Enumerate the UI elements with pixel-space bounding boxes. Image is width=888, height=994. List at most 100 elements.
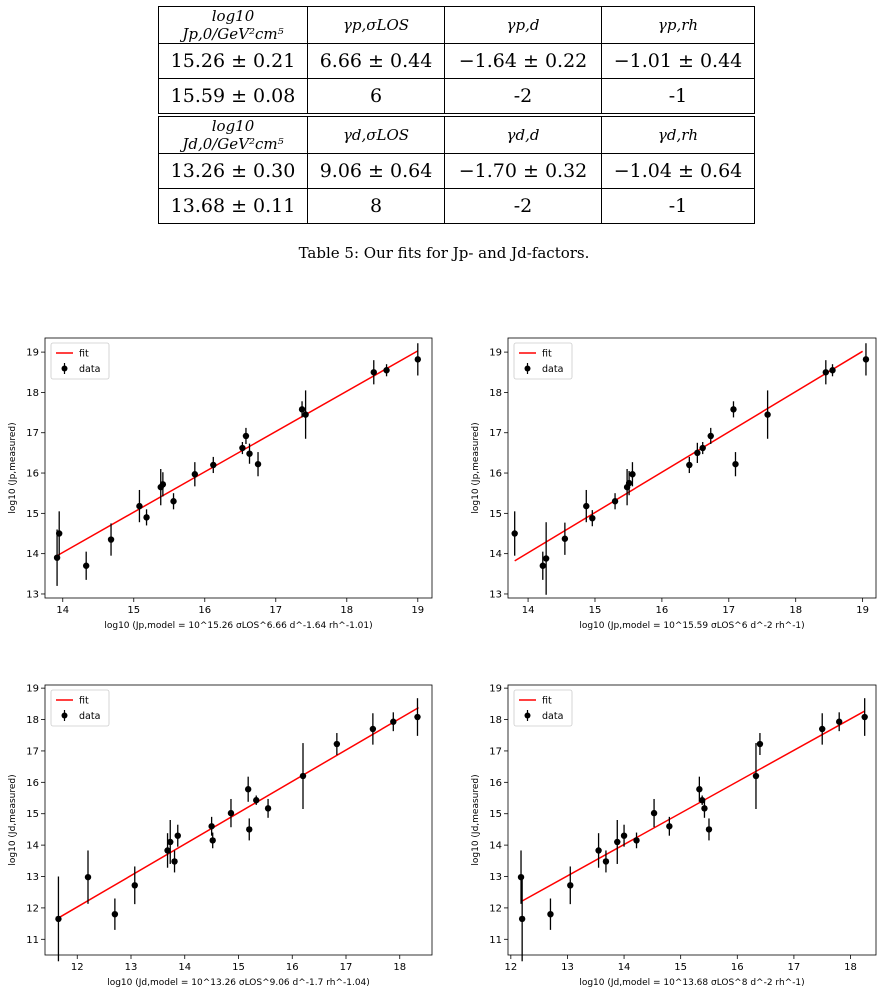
data-point <box>511 530 518 537</box>
x-tick-label: 19 <box>856 605 869 616</box>
y-axis-label: log10 (Jp,measured) <box>471 422 481 513</box>
data-point <box>299 772 307 780</box>
data-point <box>829 367 836 374</box>
table-cell: 15.59 ± 0.08 <box>158 78 308 114</box>
data-point <box>701 805 708 812</box>
y-tick-label: 18 <box>489 388 502 399</box>
y-tick-label: 16 <box>489 778 502 789</box>
data-point <box>264 805 272 812</box>
x-tick-label: 15 <box>127 605 140 616</box>
x-tick-label: 18 <box>844 962 857 973</box>
data-point <box>210 461 217 469</box>
y-tick-label: 19 <box>489 684 502 695</box>
data-point <box>518 915 526 923</box>
x-tick-label: 12 <box>504 962 517 973</box>
data-point <box>620 832 628 839</box>
data-point <box>370 369 377 376</box>
data-point <box>84 873 92 881</box>
y-tick-label: 19 <box>26 348 39 359</box>
table-cell: −1.70 ± 0.32 <box>444 153 602 189</box>
data-point <box>369 725 377 733</box>
table-row: 15.59 ± 0.08 6 -2 -1 <box>158 78 755 114</box>
data-point <box>836 718 843 725</box>
data-point <box>861 713 868 721</box>
table-cell: 15.26 ± 0.21 <box>158 43 308 79</box>
data-point <box>239 444 246 452</box>
data-point <box>209 837 216 844</box>
y-axis-label: log10 (Jp,measured) <box>8 422 18 513</box>
table-header-cell: γp,d <box>444 6 602 44</box>
table-cell: -2 <box>444 188 602 224</box>
legend-fit-label: fit <box>542 696 552 707</box>
table-cell: −1.04 ± 0.64 <box>601 153 755 189</box>
table-caption: Table 5: Our fits for Jp- and Jd-factors… <box>298 244 590 262</box>
data-point <box>595 847 602 854</box>
data-point <box>629 471 636 478</box>
legend-data-label: data <box>79 711 100 722</box>
table-header-cell: γp,rh <box>601 6 755 44</box>
y-tick-label: 13 <box>489 872 502 883</box>
data-point <box>82 562 90 569</box>
data-point <box>298 406 306 413</box>
x-tick-label: 17 <box>788 962 801 973</box>
fit-line <box>55 350 419 558</box>
data-point <box>633 837 640 844</box>
y-tick-label: 12 <box>26 903 39 914</box>
data-point <box>143 514 150 521</box>
x-tick-label: 14 <box>522 605 535 616</box>
chart-jp-fixed: 14 15 16 17 18 19 13 14 15 16 17 18 19 log10 (Jp,mode… <box>471 337 877 631</box>
table-header-row: log10 Jd,0/GeV²cm⁵ γd,σLOS γd,d γd,rh <box>158 116 755 154</box>
data-point <box>170 498 177 505</box>
data-point <box>242 432 250 440</box>
data-point <box>666 823 673 830</box>
data-point <box>414 356 421 363</box>
table-cell: 13.68 ± 0.11 <box>158 188 308 224</box>
table-header-cell: γp,σLOS <box>307 6 445 44</box>
legend-fit-label: fit <box>79 696 89 707</box>
data-point <box>764 411 771 418</box>
y-tick-label: 13 <box>26 589 39 600</box>
x-tick-label: 13 <box>125 962 138 973</box>
x-tick-label: 17 <box>269 605 282 616</box>
x-axis-label: log10 (Jp,model = 10^15.59 σLOS^6 d^-2 r… <box>579 621 804 631</box>
legend-data-swatch <box>524 712 531 719</box>
x-axis-label: log10 (Jd,model = 10^13.26 σLOS^9.06 d^-… <box>107 978 370 988</box>
y-tick-label: 19 <box>489 348 502 359</box>
data-point <box>567 882 574 889</box>
x-tick-label: 14 <box>56 605 69 616</box>
table-row: 15.26 ± 0.21 6.66 ± 0.44 −1.64 ± 0.22 −1… <box>158 43 755 79</box>
data-point <box>542 555 550 562</box>
y-tick-label: 15 <box>489 809 502 820</box>
y-tick-label: 17 <box>26 746 39 757</box>
y-axis-label: log10 (Jd,measured) <box>8 774 18 865</box>
data-point <box>583 502 590 510</box>
data-point <box>862 356 870 363</box>
y-tick-label: 13 <box>489 589 502 600</box>
legend-data-swatch <box>61 365 68 372</box>
table-cell: -1 <box>601 188 755 224</box>
y-tick-label: 19 <box>26 684 39 695</box>
y-tick-label: 17 <box>26 428 39 439</box>
chart-jd-fixed: 12 13 14 15 16 17 18 11 12 13 14 15 16 17 18 19 log10 (J… <box>471 684 877 988</box>
data-point <box>822 369 830 376</box>
fit-line <box>520 710 866 903</box>
x-tick-label: 15 <box>674 962 687 973</box>
data-point <box>414 713 421 721</box>
table-header-cell: log10 Jp,0/GeV²cm⁵ <box>158 6 308 44</box>
data-point <box>707 432 714 440</box>
data-point <box>167 838 174 846</box>
x-axis-label: log10 (Jp,model = 10^15.26 σLOS^6.66 d^-… <box>104 621 372 631</box>
plot-frame <box>507 684 877 956</box>
data-point <box>131 882 138 889</box>
x-tick-label: 16 <box>286 962 299 973</box>
data-point <box>383 367 390 374</box>
legend-data-swatch <box>524 365 531 372</box>
data-point <box>694 449 701 457</box>
x-tick-label: 12 <box>71 962 84 973</box>
table-header-cell: γd,rh <box>601 116 755 154</box>
data-point <box>136 502 143 510</box>
y-tick-label: 14 <box>489 549 502 560</box>
data-point <box>517 873 525 881</box>
x-tick-label: 16 <box>656 605 669 616</box>
y-tick-label: 13 <box>26 872 39 883</box>
